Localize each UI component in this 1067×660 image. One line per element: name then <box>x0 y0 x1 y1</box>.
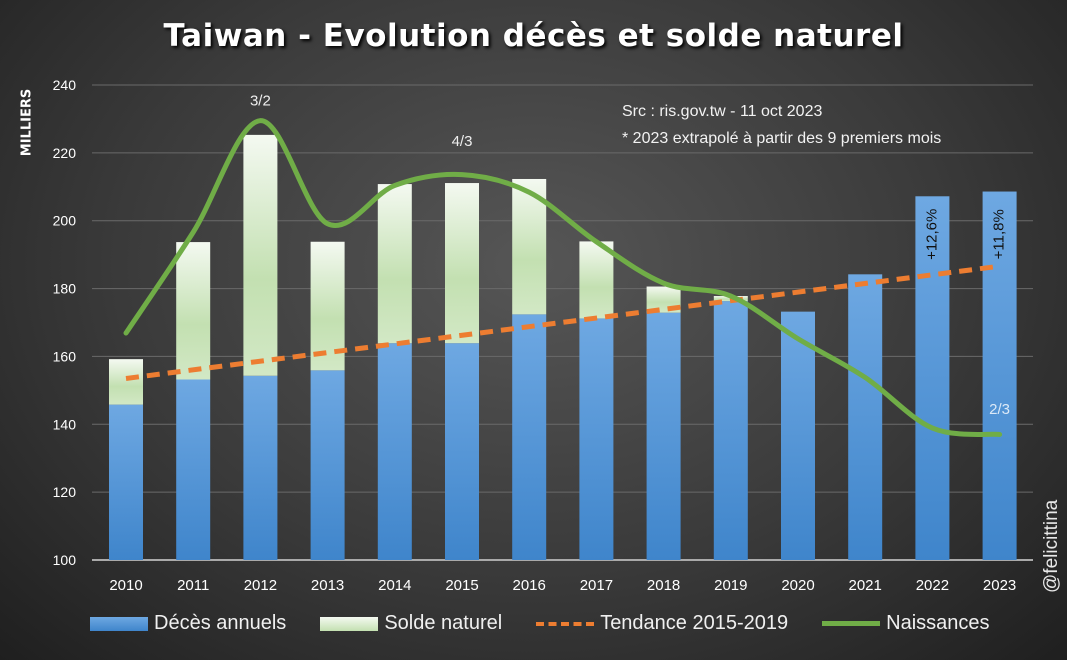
x-tick-label: 2019 <box>714 577 747 594</box>
bar-solde <box>109 359 143 405</box>
ratio-annotation: 4/3 <box>452 133 473 150</box>
source-line: Src : ris.gov.tw - 11 oct 2023 <box>622 103 823 120</box>
bar-deces <box>915 196 950 561</box>
bar-deces <box>713 301 748 560</box>
legend-item-deces: Décès annuels <box>90 612 286 635</box>
y-tick-label: 220 <box>53 145 77 161</box>
legend-item-solde: Solde naturel <box>320 612 502 635</box>
x-tick-label: 2016 <box>513 577 546 594</box>
x-tick-label: 2010 <box>109 577 142 594</box>
legend-item-tendance: Tendance 2015-2019 <box>536 612 788 635</box>
y-tick-label: 240 <box>53 77 77 93</box>
bar-deces <box>109 404 143 560</box>
bar-solde <box>243 134 278 376</box>
legend-label: Tendance 2015-2019 <box>600 612 789 634</box>
x-tick-label: 2021 <box>849 577 882 594</box>
legend-item-naissances: Naissances <box>822 612 990 635</box>
ratio-annotation: 3/2 <box>250 92 271 109</box>
bar-deces <box>310 370 345 560</box>
bar-deces <box>781 311 815 560</box>
x-tick-label: 2022 <box>916 577 949 594</box>
x-tick-label: 2020 <box>781 577 814 594</box>
percent-annotation: +11,8% <box>991 209 1008 259</box>
x-tick-label: 2023 <box>983 577 1016 594</box>
x-tick-label: 2012 <box>244 577 277 594</box>
bar-solde <box>377 184 412 344</box>
bar-deces <box>646 312 681 560</box>
legend-swatch-deces <box>90 616 148 631</box>
x-tick-label: 2018 <box>647 577 680 594</box>
legend-swatch-solde <box>320 616 379 631</box>
y-tick-label: 160 <box>53 348 77 364</box>
legend-label: Décès annuels <box>154 612 287 634</box>
legend: Décès annuels Solde naturel Tendance 201… <box>90 612 1024 635</box>
ratio-annotation: 2/3 <box>989 401 1010 418</box>
bar-solde <box>176 242 211 380</box>
bar-deces <box>982 191 1017 561</box>
y-tick-label: 180 <box>53 281 77 297</box>
x-tick-label: 2015 <box>445 577 478 594</box>
bar-deces <box>512 314 547 560</box>
bar-deces <box>377 343 412 560</box>
y-tick-label: 100 <box>53 552 77 568</box>
legend-label: Naissances <box>886 612 990 634</box>
bar-deces <box>848 274 883 560</box>
bar-solde <box>445 183 479 344</box>
chart-plot: 100 120 140 160 180 200 220 240 2010 2011 2012 2013… <box>53 77 1033 594</box>
legend-swatch-naissances <box>822 621 881 626</box>
naissances-line <box>123 118 1003 437</box>
x-tick-label: 2017 <box>580 577 613 594</box>
extrapolation-note: * 2023 extrapolé à partir des 9 premiers… <box>622 130 942 147</box>
legend-swatch-tendance <box>536 621 595 626</box>
bar-deces <box>176 379 211 560</box>
y-tick-label: 120 <box>53 484 77 500</box>
bar-deces <box>243 375 278 560</box>
x-tick-label: 2011 <box>177 577 209 594</box>
x-tick-label: 2013 <box>311 577 344 594</box>
x-tick-label: 2014 <box>378 577 411 594</box>
source-note: Src : ris.gov.tw - 11 oct 2023 * 2023 ex… <box>622 98 941 152</box>
legend-label: Solde naturel <box>384 612 503 634</box>
bar-deces <box>445 343 479 560</box>
y-tick-label: 140 <box>53 416 77 432</box>
y-tick-label: 200 <box>53 213 77 229</box>
percent-annotation: +12,6% <box>923 209 940 260</box>
chart-title: Taiwan - Evolution décès et solde nature… <box>163 18 904 54</box>
bar-solde <box>579 241 614 319</box>
bar-deces <box>579 318 614 560</box>
